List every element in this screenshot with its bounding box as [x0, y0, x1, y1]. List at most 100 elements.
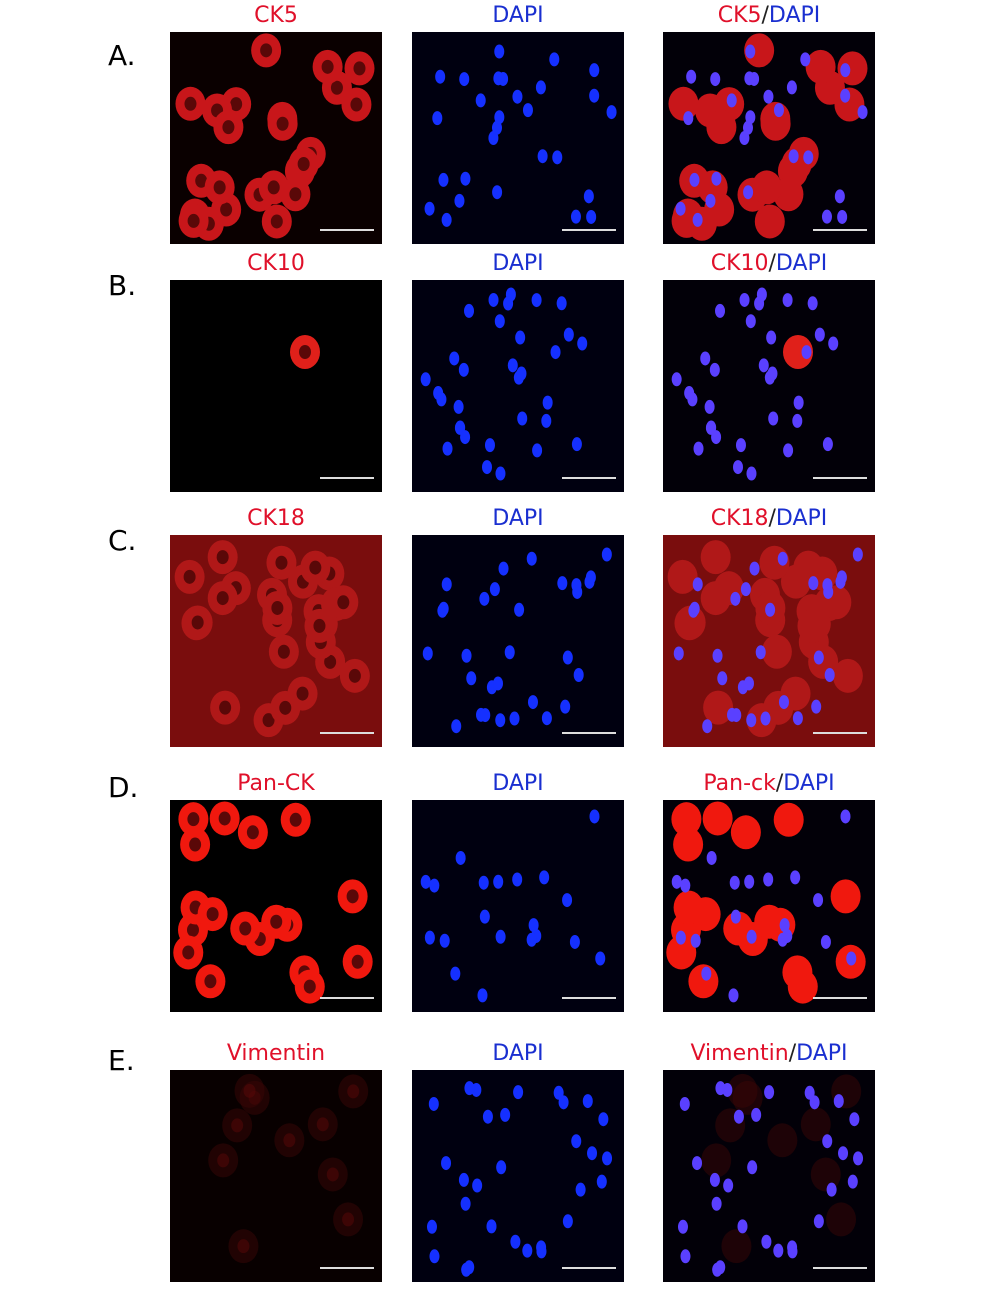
nucleus: [479, 909, 490, 924]
nucleus: [542, 395, 553, 410]
nucleus: [571, 437, 582, 452]
nucleus: [601, 547, 612, 562]
nucleus: [449, 351, 460, 366]
nucleus: [801, 345, 812, 360]
nucleus: [840, 63, 851, 78]
nucleus: [589, 88, 600, 103]
nucleus: [571, 578, 582, 593]
nucleus: [763, 89, 774, 104]
panel-title: CK18: [247, 506, 305, 531]
panel-title: DAPI: [492, 506, 543, 531]
nucleus: [429, 1249, 440, 1264]
nucleus: [689, 601, 700, 616]
nucleus: [494, 110, 505, 125]
nucleus: [560, 699, 571, 714]
cell: [810, 1157, 841, 1192]
nucleus: [442, 441, 453, 456]
nucleus: [723, 1178, 734, 1193]
nucleus: [709, 1172, 720, 1187]
nucleus: [793, 395, 804, 410]
nucleus: [715, 1081, 726, 1096]
title-part: DAPI: [783, 771, 834, 796]
cell-core: [184, 96, 197, 111]
nucleus: [495, 929, 506, 944]
nucleus: [680, 878, 691, 893]
nucleus: [840, 88, 851, 103]
panel-title: DAPI: [492, 1041, 543, 1066]
cell-core: [186, 922, 199, 937]
nucleus: [735, 438, 746, 453]
nucleus: [436, 392, 447, 407]
cell: [727, 1073, 758, 1108]
nucleus: [834, 189, 845, 204]
cell: [730, 815, 761, 850]
micrograph: [412, 1070, 624, 1282]
nucleus: [550, 345, 561, 360]
image-background: [412, 280, 624, 492]
nucleus: [441, 1156, 452, 1171]
nucleus: [758, 358, 769, 373]
nucleus: [536, 1240, 547, 1255]
nucleus: [813, 1214, 824, 1229]
nucleus: [857, 105, 868, 120]
nucleus: [537, 149, 548, 164]
nucleus: [737, 1219, 748, 1234]
image-background: [663, 280, 875, 492]
title-part: Vimentin: [227, 1041, 325, 1066]
nucleus: [562, 1214, 573, 1229]
nucleus: [495, 466, 506, 481]
cell-core: [243, 1083, 256, 1098]
nucleus: [693, 441, 704, 456]
nucleus: [679, 1096, 690, 1111]
nucleus: [522, 1243, 533, 1258]
title-part: DAPI: [776, 251, 827, 276]
nucleus: [481, 460, 492, 475]
nucleus: [420, 874, 431, 889]
nucleus: [491, 120, 502, 135]
cell: [700, 540, 731, 575]
nucleus: [743, 676, 754, 691]
nucleus: [532, 443, 543, 458]
nucleus: [840, 809, 851, 824]
nucleus: [441, 212, 452, 227]
nucleus: [460, 171, 471, 186]
cell: [793, 550, 824, 585]
nucleus: [744, 874, 755, 889]
cell: [773, 802, 804, 837]
nucleus: [539, 870, 550, 885]
panel-title: CK18/DAPI: [711, 506, 828, 531]
nucleus: [451, 719, 462, 734]
nucleus: [777, 551, 788, 566]
cell: [754, 204, 785, 239]
nucleus: [768, 411, 779, 426]
nucleus: [569, 934, 580, 949]
nucleus: [464, 1081, 475, 1096]
nucleus: [766, 330, 777, 345]
row-label: B.: [108, 269, 136, 302]
nucleus: [482, 1109, 493, 1124]
cell: [832, 658, 863, 693]
nucleus: [792, 711, 803, 726]
cell-core: [218, 811, 231, 826]
nucleus: [596, 1174, 607, 1189]
image-background: [412, 800, 624, 1012]
title-part: DAPI: [492, 771, 543, 796]
nucleus: [526, 551, 537, 566]
cell-core: [289, 187, 302, 202]
cell-core: [220, 202, 233, 217]
nucleus: [589, 809, 600, 824]
title-part: DAPI: [796, 1041, 847, 1066]
nucleus: [488, 292, 499, 307]
nucleus: [702, 719, 713, 734]
nucleus: [692, 577, 703, 592]
cell-core: [216, 550, 229, 565]
panel-title: Vimentin/DAPI: [690, 1041, 847, 1066]
cell-core: [213, 180, 226, 195]
cell-core: [230, 97, 243, 112]
nucleus: [504, 645, 515, 660]
nucleus: [478, 875, 489, 890]
cell-core: [351, 954, 364, 969]
cell-core: [195, 173, 208, 188]
cell-core: [267, 180, 280, 195]
nucleus: [711, 430, 722, 445]
